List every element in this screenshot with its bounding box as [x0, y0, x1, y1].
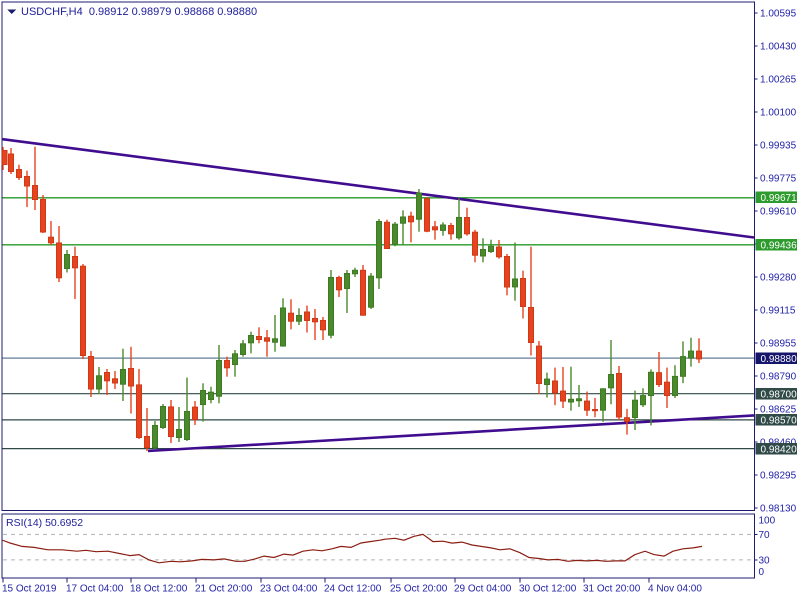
svg-text:21 Oct 20:00: 21 Oct 20:00	[195, 583, 253, 594]
svg-text:70: 70	[759, 530, 771, 541]
svg-text:0: 0	[759, 567, 765, 578]
svg-text:0.99671: 0.99671	[761, 193, 798, 204]
svg-text:0.99775: 0.99775	[760, 174, 797, 185]
svg-text:18 Oct 12:00: 18 Oct 12:00	[130, 583, 188, 594]
svg-text:0.98570: 0.98570	[761, 416, 798, 427]
svg-text:0.99935: 0.99935	[760, 141, 797, 152]
svg-text:1.00100: 1.00100	[760, 108, 797, 119]
svg-text:4 Nov 04:00: 4 Nov 04:00	[648, 583, 702, 594]
svg-text:0.98295: 0.98295	[760, 471, 797, 482]
svg-text:31 Oct 20:00: 31 Oct 20:00	[583, 583, 641, 594]
svg-text:30 Oct 12:00: 30 Oct 12:00	[519, 583, 577, 594]
svg-text:24 Oct 12:00: 24 Oct 12:00	[324, 583, 382, 594]
svg-text:29 Oct 04:00: 29 Oct 04:00	[454, 583, 512, 594]
svg-text:0.99436: 0.99436	[761, 241, 798, 252]
svg-text:17 Oct 04:00: 17 Oct 04:00	[66, 583, 124, 594]
svg-text:0.98955: 0.98955	[760, 339, 797, 350]
svg-text:30: 30	[759, 556, 771, 567]
svg-text:25 Oct 20:00: 25 Oct 20:00	[390, 583, 448, 594]
svg-text:0.98625: 0.98625	[760, 405, 797, 416]
svg-text:0.99610: 0.99610	[760, 207, 797, 218]
svg-text:USDCHF,H4 0.98912 0.98979 0.9: USDCHF,H4 0.98912 0.98979 0.98868 0.9888…	[21, 6, 257, 18]
svg-text:0.99280: 0.99280	[760, 273, 797, 284]
svg-text:0.98700: 0.98700	[761, 390, 798, 401]
svg-text:RSI(14) 50.6952: RSI(14) 50.6952	[6, 517, 83, 529]
svg-text:15 Oct 2019: 15 Oct 2019	[2, 583, 57, 594]
svg-text:1.00430: 1.00430	[760, 42, 797, 53]
svg-text:0.98420: 0.98420	[761, 444, 798, 455]
svg-text:23 Oct 04:00: 23 Oct 04:00	[260, 583, 318, 594]
svg-text:1.00595: 1.00595	[760, 9, 797, 20]
svg-text:0.98790: 0.98790	[760, 372, 797, 383]
svg-text:0.98880: 0.98880	[761, 354, 798, 365]
svg-text:100: 100	[759, 516, 776, 527]
svg-text:0.99115: 0.99115	[760, 306, 796, 317]
svg-text:1.00265: 1.00265	[760, 75, 797, 86]
svg-text:0.98130: 0.98130	[760, 504, 797, 515]
